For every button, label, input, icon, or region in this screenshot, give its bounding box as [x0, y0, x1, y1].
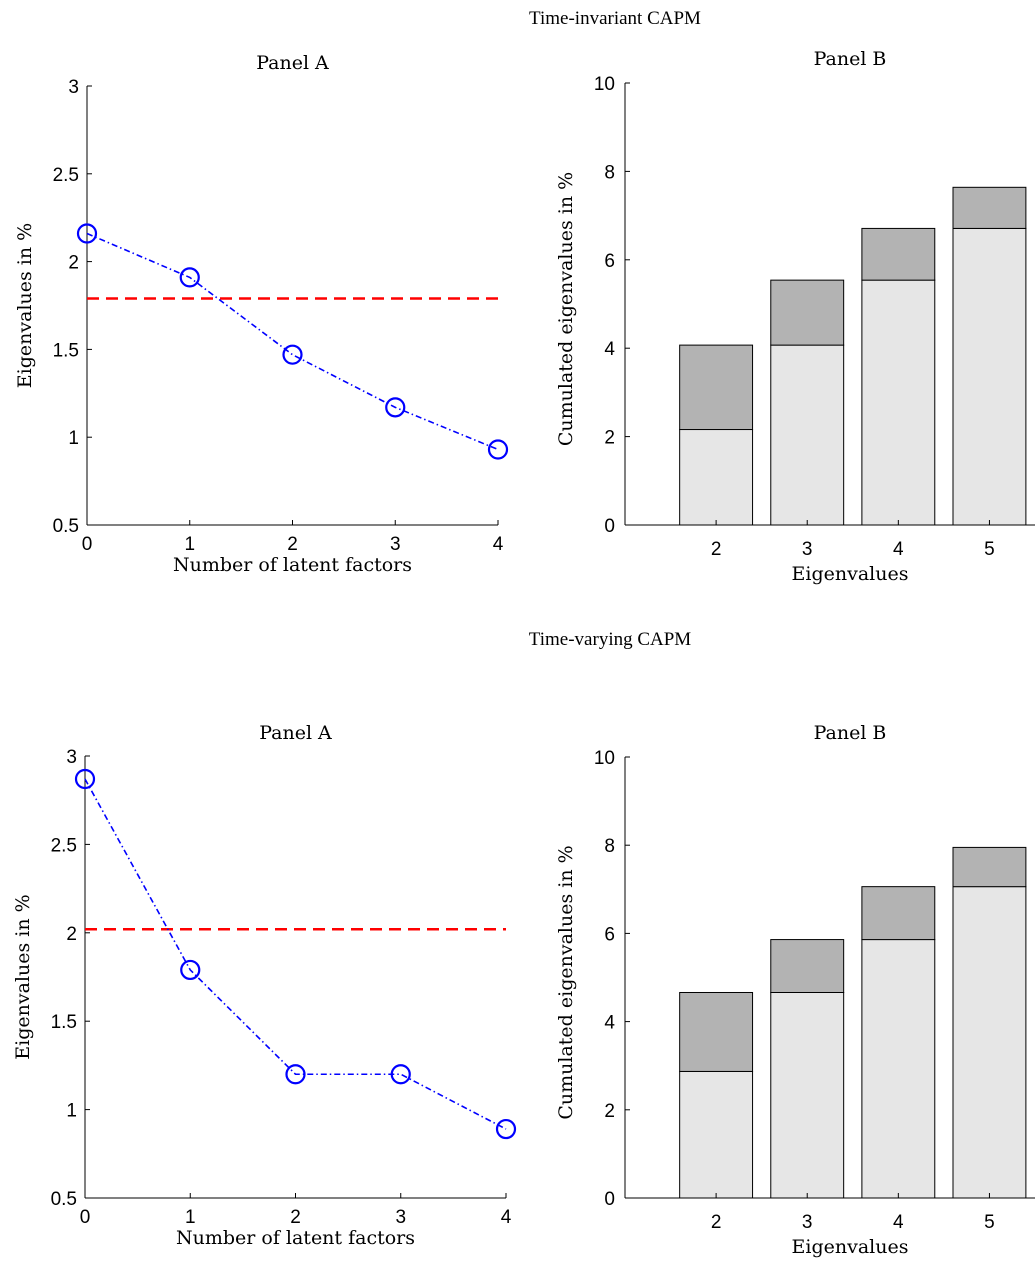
bar-cumulative	[952, 886, 1027, 1199]
bar-cumulative	[861, 939, 936, 1199]
y-tick-label: 2.5	[53, 165, 79, 186]
y-tick-label: 1	[66, 1101, 77, 1122]
bar-cumulative	[770, 344, 845, 526]
eigenvalue-series-line	[84, 778, 507, 1130]
bar-cumulative	[952, 227, 1027, 526]
bar-increment	[952, 186, 1027, 229]
y-tick-label: 6	[604, 251, 615, 272]
x-tick-label: 2	[711, 539, 722, 560]
y-tick-label: 0.5	[53, 516, 79, 537]
y-tick-label: 1	[68, 428, 79, 449]
y-tick-label: 3	[66, 747, 77, 768]
y-axis-label: Eigenvalues in %	[12, 894, 34, 1059]
x-tick-label: 4	[493, 534, 504, 555]
x-tick-label: 4	[893, 539, 904, 560]
x-tick-label: 2	[287, 534, 298, 555]
x-tick-label: 3	[390, 534, 401, 555]
bar-cumulative	[679, 429, 754, 526]
time-invariant-panel-b-chart: 0 2 4 6 8 10 2 3 4 5 Panel B Eigenvalues Cumulated e…	[555, 48, 1035, 585]
y-tick-label: 2.5	[51, 835, 77, 856]
x-tick-label: 5	[984, 1212, 995, 1233]
eigenvalue-marker	[76, 223, 98, 244]
eigenvalue-marker	[180, 959, 201, 981]
x-axis-label: Number of latent factors	[173, 554, 412, 576]
x-tick-label: 0	[80, 1207, 91, 1228]
bar-increment	[679, 991, 754, 1072]
section-title-invariant: Time-invariant CAPM	[529, 8, 701, 29]
x-tick-label: 4	[501, 1207, 512, 1228]
eigenvalue-marker	[74, 768, 96, 790]
y-tick-label: 4	[604, 339, 615, 360]
x-tick-label: 4	[893, 1212, 904, 1233]
x-tick-label: 2	[290, 1207, 301, 1228]
x-tick-label: 3	[395, 1207, 406, 1228]
y-tick-label: 3	[68, 77, 79, 98]
eigenvalue-marker	[487, 439, 509, 460]
bar-increment	[952, 846, 1027, 888]
time-invariant-panel-a-chart: 0.5 1 1.5 2 2.5 3 0 1 2 3 4 Panel A Number of latent…	[14, 52, 509, 576]
x-tick-label: 1	[184, 534, 195, 555]
x-tick-label: 1	[185, 1207, 196, 1228]
y-tick-label: 0	[604, 1189, 615, 1210]
y-tick-label: 2	[604, 1101, 615, 1122]
x-tick-label: 5	[984, 539, 995, 560]
y-tick-label: 8	[604, 162, 615, 183]
y-tick-label: 10	[594, 748, 615, 769]
y-axis-label: Cumulated eigenvalues in %	[555, 172, 577, 446]
eigenvalue-marker	[385, 397, 406, 418]
y-tick-label: 1.5	[53, 340, 79, 361]
y-tick-label: 6	[604, 924, 615, 945]
eigenvalue-marker	[282, 344, 303, 365]
bar-increment	[861, 227, 936, 281]
y-axis-label: Cumulated eigenvalues in %	[555, 845, 577, 1119]
section-title-varying: Time-varying CAPM	[529, 629, 692, 650]
time-varying-panel-b-chart: 0 2 4 6 8 10 2 3 4 5 Panel B Eigenvalues Cumulated e…	[555, 722, 1035, 1258]
eigenvalue-marker	[495, 1118, 517, 1140]
eigenvalue-series-line	[86, 232, 499, 451]
x-axis-label: Number of latent factors	[176, 1227, 415, 1249]
x-axis-label: Eigenvalues	[792, 563, 909, 585]
panel-title: Panel B	[814, 722, 887, 744]
bar-increment	[770, 279, 845, 346]
x-tick-label: 0	[82, 534, 93, 555]
eigenvalue-marker	[390, 1064, 411, 1085]
y-tick-label: 10	[594, 74, 615, 95]
y-tick-label: 8	[604, 836, 615, 857]
x-axis-label: Eigenvalues	[792, 1236, 909, 1258]
bar-cumulative	[770, 991, 845, 1199]
y-tick-label: 1.5	[51, 1012, 77, 1033]
y-axis-label: Eigenvalues in %	[14, 223, 36, 388]
y-tick-label: 2	[66, 924, 77, 945]
x-tick-label: 3	[802, 1212, 813, 1233]
panel-title: Panel B	[814, 48, 887, 70]
bar-cumulative	[861, 279, 936, 526]
x-tick-label: 2	[711, 1212, 722, 1233]
bar-increment	[679, 344, 754, 431]
eigenvalue-marker	[285, 1064, 306, 1085]
y-tick-label: 4	[604, 1013, 615, 1034]
y-tick-label: 2	[68, 253, 79, 274]
time-varying-panel-a-chart: 0.5 1 1.5 2 2.5 3 0 1 2 3 4 Panel A Number of latent…	[12, 722, 517, 1249]
y-tick-label: 0.5	[51, 1189, 77, 1210]
eigenvalue-marker	[179, 267, 200, 288]
x-tick-label: 3	[802, 539, 813, 560]
panel-title: Panel A	[256, 52, 329, 74]
panel-title: Panel A	[259, 722, 332, 744]
y-tick-label: 0	[604, 516, 615, 537]
bar-increment	[861, 886, 936, 941]
bar-increment	[770, 939, 845, 993]
y-tick-label: 2	[604, 428, 615, 449]
bar-cumulative	[679, 1070, 754, 1199]
